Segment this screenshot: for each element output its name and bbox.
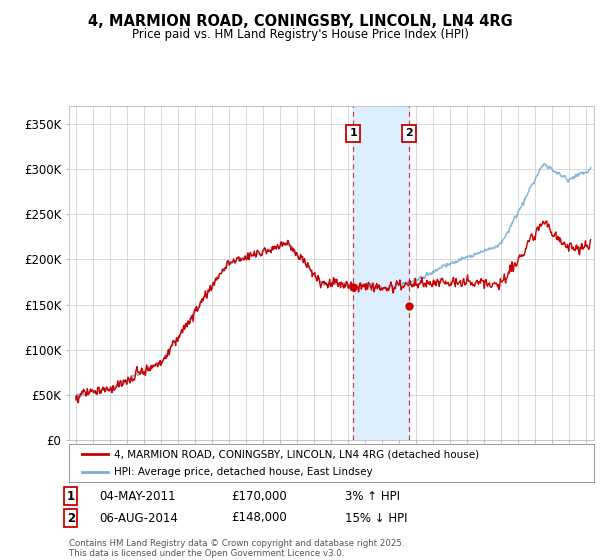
Text: £170,000: £170,000 <box>231 489 287 503</box>
Text: Price paid vs. HM Land Registry's House Price Index (HPI): Price paid vs. HM Land Registry's House … <box>131 28 469 41</box>
Text: 1: 1 <box>350 128 357 138</box>
Text: 1: 1 <box>67 489 75 503</box>
Text: HPI: Average price, detached house, East Lindsey: HPI: Average price, detached house, East… <box>113 467 372 477</box>
Text: 2: 2 <box>405 128 413 138</box>
Text: 2: 2 <box>67 511 75 525</box>
Text: 3% ↑ HPI: 3% ↑ HPI <box>345 489 400 503</box>
Text: 4, MARMION ROAD, CONINGSBY, LINCOLN, LN4 4RG (detached house): 4, MARMION ROAD, CONINGSBY, LINCOLN, LN4… <box>113 449 479 459</box>
Text: £148,000: £148,000 <box>231 511 287 525</box>
Text: 04-MAY-2011: 04-MAY-2011 <box>99 489 176 503</box>
Text: 06-AUG-2014: 06-AUG-2014 <box>99 511 178 525</box>
Text: Contains HM Land Registry data © Crown copyright and database right 2025.
This d: Contains HM Land Registry data © Crown c… <box>69 539 404 558</box>
Text: 15% ↓ HPI: 15% ↓ HPI <box>345 511 407 525</box>
Text: 4, MARMION ROAD, CONINGSBY, LINCOLN, LN4 4RG: 4, MARMION ROAD, CONINGSBY, LINCOLN, LN4… <box>88 14 512 29</box>
Bar <box>353 106 409 440</box>
